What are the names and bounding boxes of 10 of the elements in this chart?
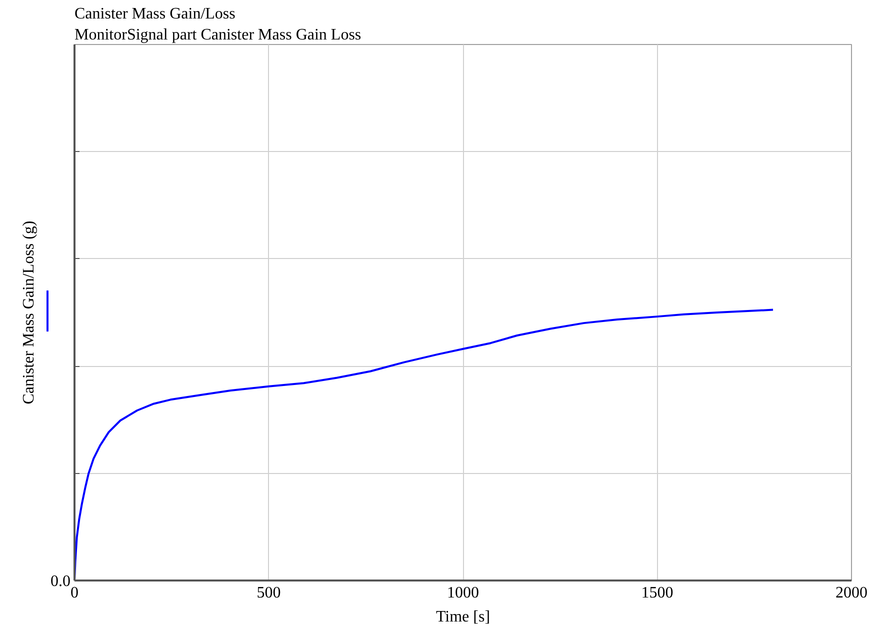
x-tick-label: 500 bbox=[256, 584, 281, 602]
x-tick-label: 1500 bbox=[641, 584, 674, 602]
chart-subtitle: MonitorSignal part Canister Mass Gain Loss bbox=[74, 26, 362, 44]
x-tick-label: 1000 bbox=[447, 584, 479, 602]
x-axis-title: Time [s] bbox=[436, 608, 490, 626]
x-tick-label: 0 bbox=[70, 584, 78, 602]
chart-title: Canister Mass Gain/Loss bbox=[74, 6, 236, 22]
x-tick-label: 2000 bbox=[836, 584, 868, 602]
y-axis-title: Canister Mass Gain/Loss (g) bbox=[20, 220, 38, 404]
text: 0.0 bbox=[50, 573, 70, 590]
